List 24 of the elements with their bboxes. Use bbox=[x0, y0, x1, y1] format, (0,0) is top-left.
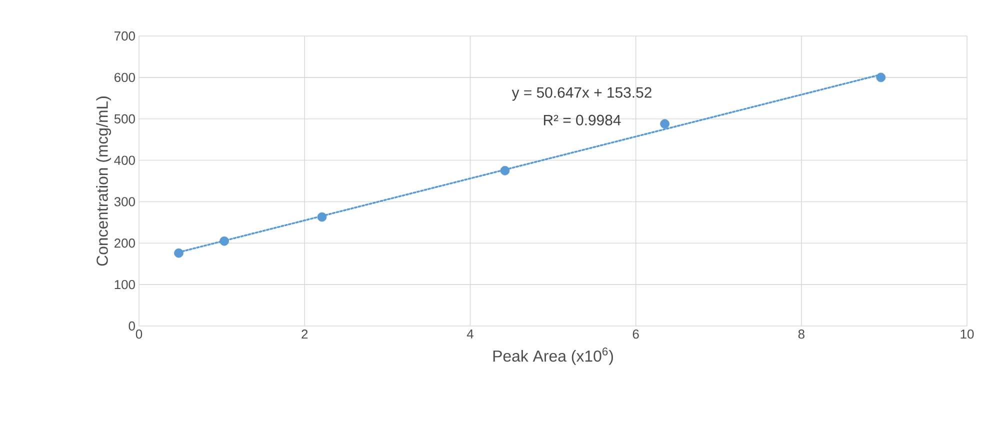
x-tick-label: 6 bbox=[632, 330, 639, 339]
point bbox=[876, 72, 886, 82]
x-axis-title: Peak Area (x10$^{6}$) bbox=[493, 348, 613, 365]
x-tick-label: 0 bbox=[136, 330, 142, 339]
annotation: R² = 0.9984 bbox=[544, 114, 621, 126]
y-tick-label: 100 bbox=[114, 280, 135, 290]
y-tick-label: 500 bbox=[114, 114, 135, 124]
y-tick-label: 400 bbox=[114, 156, 135, 165]
y-tick-label: 300 bbox=[114, 197, 135, 206]
x-tick-label: 4 bbox=[466, 330, 474, 338]
x-tick-label: 2 bbox=[302, 330, 308, 339]
y-tick-label: 600 bbox=[114, 72, 135, 82]
point bbox=[660, 119, 670, 129]
y-axis-title: Concentration (mcg/mL) bbox=[96, 96, 112, 266]
annotation: y = 50.647x + 153.52 bbox=[512, 87, 652, 101]
x-tick-label: 10 bbox=[960, 330, 974, 339]
y-tick-label: 200 bbox=[114, 238, 135, 248]
point bbox=[500, 166, 510, 176]
point bbox=[220, 236, 229, 246]
x-tick-label: 8 bbox=[798, 330, 804, 339]
point bbox=[174, 248, 184, 258]
y-tick-label: 700 bbox=[114, 31, 135, 41]
point bbox=[317, 212, 327, 222]
y-tick-label: 0 bbox=[128, 321, 135, 331]
